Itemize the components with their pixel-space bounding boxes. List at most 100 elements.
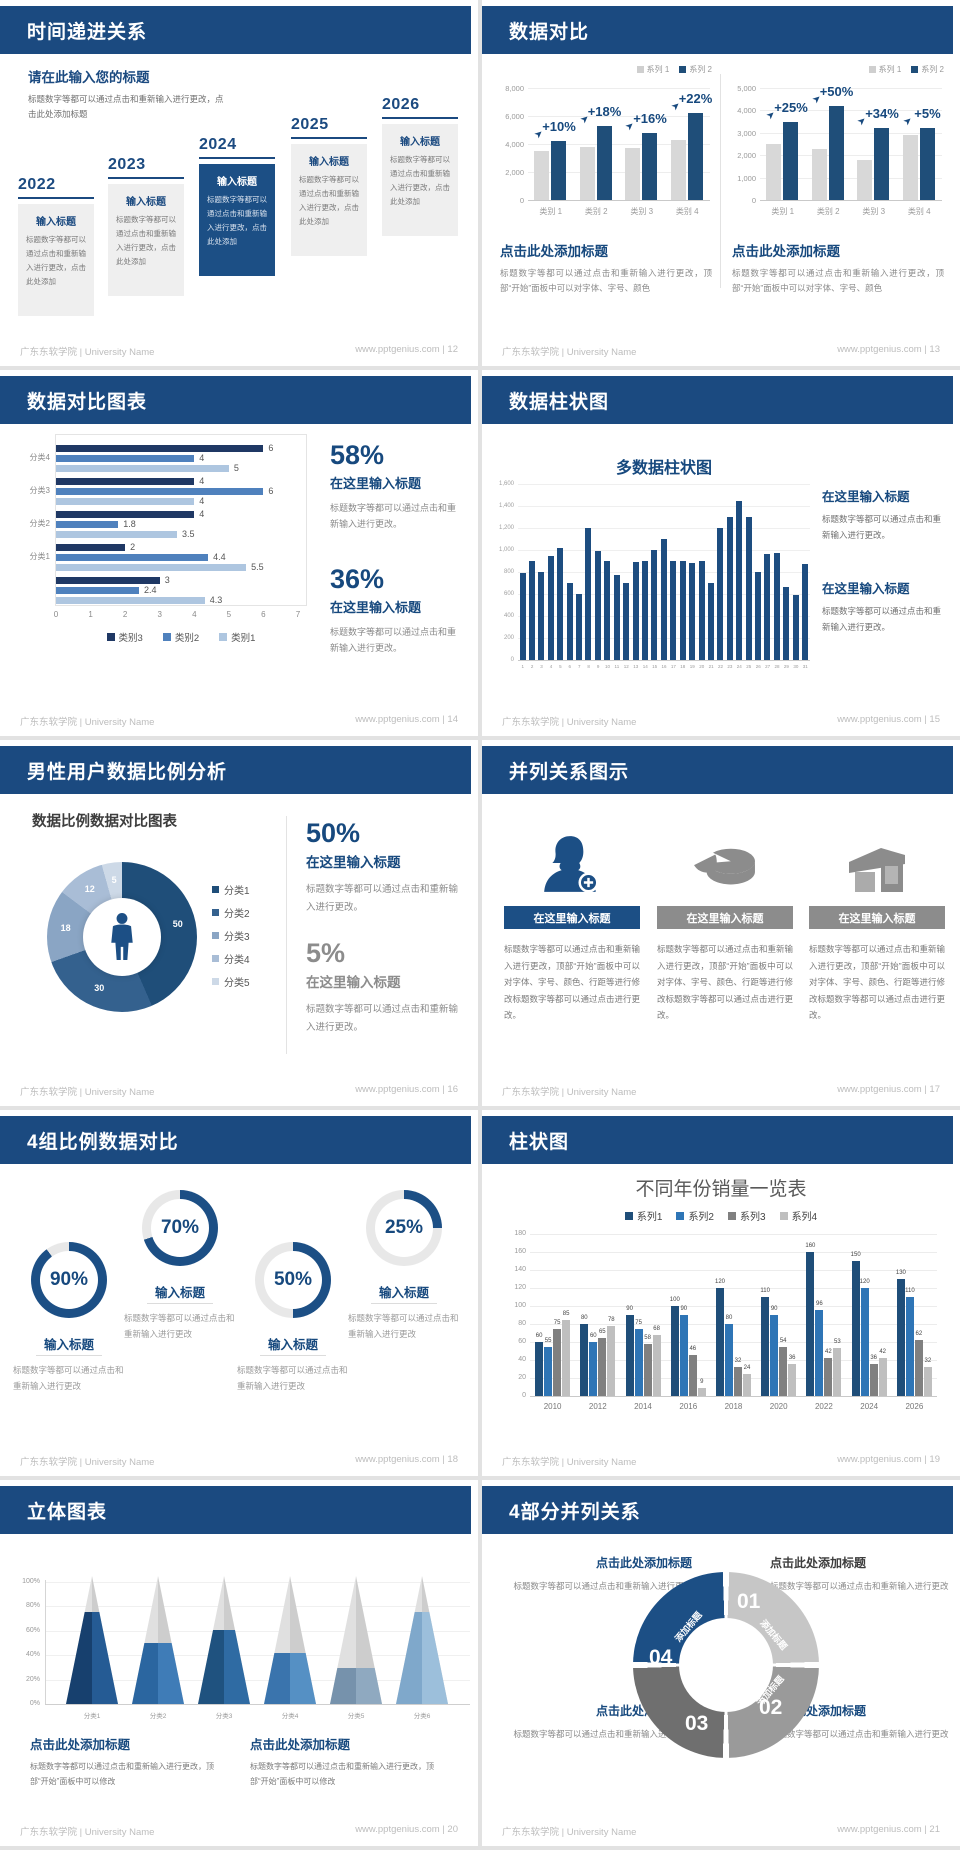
- hbar: [56, 554, 209, 561]
- gridline: [528, 144, 710, 145]
- timeline-steps: 2022 输入标题 标题数字等都可以通过点击和重新输入进行更改，点击此处添加 2023…: [0, 58, 478, 332]
- bar-value: 4: [199, 509, 205, 519]
- slide-footer: 广东东软学院 | University Name www.pptgenius.c…: [482, 1084, 960, 1098]
- text-block: 在这里输入标题 标题数字等都可以通过点击和重新输入进行更改。: [822, 578, 944, 635]
- x-label: 9: [596, 664, 600, 669]
- bar-value: 100: [669, 1297, 680, 1303]
- y-tick-label: 100: [514, 1302, 526, 1309]
- slide-title: 男性用户数据比例分析: [27, 761, 228, 783]
- bar: [806, 1252, 815, 1396]
- legend-swatch: [212, 955, 219, 962]
- chart-title: 数据比例数据对比图表: [32, 814, 177, 830]
- bar-series2: [874, 128, 889, 200]
- caption-block: 点击此处添加标题 标题数字等都可以通过点击和重新输入进行更改，顶部“开始”面板中…: [30, 1734, 225, 1789]
- legend-label: 类别2: [174, 633, 200, 644]
- step-title: 输入标题: [309, 157, 349, 168]
- pyramid-fill: [132, 1642, 184, 1704]
- legend-item: 系列 2: [679, 64, 712, 75]
- bar: [660, 539, 667, 660]
- bar-value: 96: [816, 1300, 823, 1307]
- bar-value: 9: [700, 1378, 704, 1385]
- slide-title-bar: 立体图表: [0, 1486, 471, 1534]
- legend-item: 系列 1: [636, 64, 670, 75]
- slide-title-bar: 柱状图: [482, 1116, 953, 1164]
- legend-label: 系列3: [740, 1212, 766, 1223]
- step-card: 输入标题 标题数字等都可以通过点击和重新输入进行更改，点击此处添加: [291, 144, 367, 256]
- store-icon: [809, 822, 945, 898]
- bar: [764, 554, 771, 660]
- bar-value: 58: [644, 1334, 651, 1341]
- y-tick-label: 80%: [25, 1602, 40, 1610]
- stat-value: 36%: [330, 564, 385, 594]
- bar: [878, 1358, 887, 1396]
- chart-legend: 系列 1 系列 2: [636, 64, 712, 75]
- x-label: 2024: [860, 1402, 879, 1411]
- gridline: [530, 1252, 937, 1253]
- growth-label: +5%: [914, 106, 941, 122]
- gridline: [518, 528, 810, 529]
- parallel-item: 在这里输入标题 标题数字等都可以通过点击和重新输入进行更改，顶部“开始”面板中可…: [657, 822, 793, 1024]
- category-label: 分类6: [413, 1713, 431, 1720]
- caption-body: 标题数字等都可以通过点击和重新输入进行更改，顶部“开始”面板中可以对字体、字号、…: [732, 268, 944, 294]
- slide-content: 点击此处添加标题 标题数字等都可以通过点击和重新输入进行更改 点击此处添加标题 …: [482, 1538, 960, 1812]
- hbar: [56, 521, 119, 528]
- slide-title-bar: 并列关系图示: [482, 746, 953, 794]
- corner-block: 点击此处添加标题 标题数字等都可以通过点击和重新输入进行更改: [770, 1554, 960, 1594]
- legend-item: 系列4: [779, 1208, 817, 1223]
- legend-label: 系列 1: [646, 65, 670, 74]
- y-tick-label: 2,000: [505, 168, 524, 177]
- intro-title: 请在此输入您的标题: [28, 70, 150, 85]
- y-tick-label: 1,600: [498, 481, 514, 487]
- timeline-step: 2024 输入标题 标题数字等都可以通过点击和重新输入进行更改，点击此处添加: [199, 136, 275, 276]
- bar-series2: [687, 113, 703, 200]
- bar-value: 5.5: [251, 562, 264, 572]
- legend-item: 系列 1: [868, 64, 901, 75]
- woman-plus-icon: [504, 822, 640, 898]
- footer-page: www.pptgenius.com | 19: [837, 1454, 940, 1465]
- slide-title: 柱状图: [509, 1131, 570, 1153]
- x-label: 30: [793, 664, 799, 669]
- male-icon: [111, 913, 133, 961]
- legend-label: 分类5: [224, 978, 250, 989]
- footer-brand: 广东东软学院 | University Name: [502, 717, 637, 728]
- footer-page: www.pptgenius.com | 21: [837, 1824, 940, 1835]
- step-card: 输入标题 标题数字等都可以通过点击和重新输入进行更改，点击此处添加: [382, 124, 458, 236]
- gridline: [528, 88, 710, 89]
- x-label: 4: [549, 664, 553, 669]
- hbar: [56, 544, 126, 551]
- x-label: 类别 4: [675, 207, 699, 216]
- caption-title: 点击此处添加标题: [500, 244, 608, 259]
- bar-value: 90: [680, 1306, 688, 1312]
- gridline: [45, 1630, 470, 1632]
- legend-item: 分类1: [212, 882, 250, 897]
- pyramid: [264, 1576, 316, 1704]
- hbar: [56, 455, 195, 462]
- slide-title-bar: 4部分并列关系: [482, 1486, 953, 1534]
- pyramid-fill: [330, 1668, 382, 1704]
- gridline: [45, 1704, 470, 1705]
- y-tick-label: 4,000: [737, 106, 756, 116]
- stat-block: 36% 在这里输入标题 标题数字等都可以通过点击和重新输入进行更改。: [330, 564, 462, 656]
- bar: [869, 1363, 878, 1396]
- legend-label: 分类3: [224, 932, 250, 943]
- gridline: [760, 177, 942, 179]
- parallel-item: 在这里输入标题 标题数字等都可以通过点击和重新输入进行更改，顶部“开始”面板中可…: [504, 822, 640, 1024]
- slide-parallel-relation: 并列关系图示 在这里输入标题 标题数字等都可以通过点击和重新输入进行更改，顶部“…: [482, 740, 960, 1106]
- progress-ring: 70%: [142, 1190, 218, 1266]
- slide-title: 4组比例数据对比: [27, 1131, 179, 1153]
- legend-label: 系列2: [688, 1212, 714, 1223]
- block-title: 点击此处添加标题: [595, 1556, 692, 1570]
- bar-value: 68: [653, 1325, 660, 1332]
- legend-swatch: [219, 633, 228, 641]
- bar: [815, 1309, 824, 1396]
- stat-body: 标题数字等都可以通过点击和重新输入进行更改。: [306, 1004, 459, 1034]
- stat-title: 在这里输入标题: [306, 855, 401, 870]
- x-label: 27: [765, 664, 771, 669]
- segment-number: 01: [737, 1590, 761, 1613]
- bar: [688, 1354, 697, 1396]
- x-label: 类别 2: [584, 207, 608, 216]
- bar: [860, 1288, 869, 1396]
- bar-value: 65: [598, 1328, 606, 1335]
- x-label: 8: [587, 664, 590, 669]
- bar: [642, 561, 648, 660]
